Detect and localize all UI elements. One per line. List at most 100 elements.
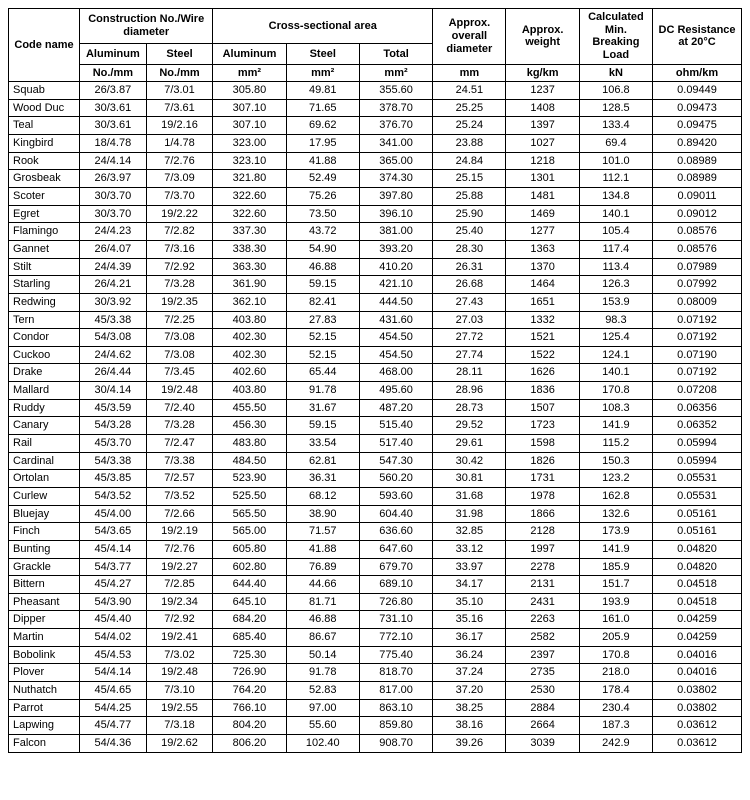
cell-dc-resistance: 0.04820	[653, 540, 742, 558]
cell-constr-st: 19/2.19	[146, 523, 213, 541]
cell-dc-resistance: 0.07192	[653, 329, 742, 347]
cell-dc-resistance: 0.03802	[653, 681, 742, 699]
cell-area-total: 487.20	[359, 399, 432, 417]
cell-code-name: Kingbird	[9, 135, 80, 153]
cell-constr-st: 7/3.09	[146, 170, 213, 188]
cell-area-total: 396.10	[359, 205, 432, 223]
unit-no-mm: No./mm	[80, 64, 147, 82]
cell-area-st: 27.83	[286, 311, 359, 329]
sub-aluminum: Aluminum	[80, 44, 147, 64]
cell-diameter: 23.88	[433, 135, 506, 153]
cell-constr-st: 7/3.02	[146, 646, 213, 664]
cell-diameter: 29.61	[433, 435, 506, 453]
cell-area-st: 17.95	[286, 135, 359, 153]
cell-area-st: 31.67	[286, 399, 359, 417]
cell-code-name: Drake	[9, 364, 80, 382]
cell-area-st: 54.90	[286, 240, 359, 258]
cell-area-al: 321.80	[213, 170, 286, 188]
cell-breaking-load: 108.3	[579, 399, 652, 417]
cell-constr-st: 19/2.27	[146, 558, 213, 576]
cell-code-name: Ruddy	[9, 399, 80, 417]
cell-constr-st: 7/2.92	[146, 258, 213, 276]
cell-weight: 1301	[506, 170, 579, 188]
cell-diameter: 26.68	[433, 276, 506, 294]
cell-constr-al: 24/4.14	[80, 152, 147, 170]
col-dc-resistance: DC Resistance at 20°C	[653, 9, 742, 65]
cell-constr-al: 26/4.07	[80, 240, 147, 258]
cell-dc-resistance: 0.09475	[653, 117, 742, 135]
cell-area-al: 403.80	[213, 382, 286, 400]
cell-breaking-load: 140.1	[579, 364, 652, 382]
cell-weight: 1836	[506, 382, 579, 400]
cell-dc-resistance: 0.04016	[653, 646, 742, 664]
cell-area-al: 806.20	[213, 734, 286, 752]
unit-kg-km: kg/km	[506, 64, 579, 82]
cell-diameter: 25.90	[433, 205, 506, 223]
cell-breaking-load: 141.9	[579, 417, 652, 435]
cell-weight: 1731	[506, 470, 579, 488]
cell-constr-st: 7/2.66	[146, 505, 213, 523]
cell-dc-resistance: 0.06356	[653, 399, 742, 417]
cell-weight: 1481	[506, 188, 579, 206]
cell-dc-resistance: 0.07992	[653, 276, 742, 294]
cell-area-st: 82.41	[286, 293, 359, 311]
cell-area-al: 565.50	[213, 505, 286, 523]
table-row: Parrot54/4.2519/2.55766.1097.00863.1038.…	[9, 699, 742, 717]
cell-weight: 2530	[506, 681, 579, 699]
cell-constr-al: 54/3.77	[80, 558, 147, 576]
cell-code-name: Parrot	[9, 699, 80, 717]
table-row: Lapwing45/4.777/3.18804.2055.60859.8038.…	[9, 717, 742, 735]
cell-dc-resistance: 0.07192	[653, 311, 742, 329]
cell-area-al: 338.30	[213, 240, 286, 258]
cell-area-al: 726.90	[213, 664, 286, 682]
cell-dc-resistance: 0.09473	[653, 99, 742, 117]
cell-constr-al: 30/3.61	[80, 99, 147, 117]
cell-constr-al: 54/4.02	[80, 629, 147, 647]
cell-diameter: 25.15	[433, 170, 506, 188]
cell-diameter: 31.98	[433, 505, 506, 523]
cell-breaking-load: 113.4	[579, 258, 652, 276]
cell-area-al: 455.50	[213, 399, 286, 417]
cell-constr-st: 7/3.70	[146, 188, 213, 206]
unit-ohm-km: ohm/km	[653, 64, 742, 82]
cell-constr-al: 24/4.62	[80, 346, 147, 364]
cell-constr-al: 45/4.65	[80, 681, 147, 699]
cell-dc-resistance: 0.08576	[653, 240, 742, 258]
cell-area-al: 804.20	[213, 717, 286, 735]
cell-dc-resistance: 0.07192	[653, 364, 742, 382]
col-breaking-load: Calculated Min. Breaking Load	[579, 9, 652, 65]
table-row: Cardinal54/3.387/3.38484.5062.81547.3030…	[9, 452, 742, 470]
cell-constr-al: 54/4.25	[80, 699, 147, 717]
table-row: Mallard30/4.1419/2.48403.8091.78495.6028…	[9, 382, 742, 400]
cell-weight: 1408	[506, 99, 579, 117]
cell-area-st: 76.89	[286, 558, 359, 576]
cell-area-st: 71.57	[286, 523, 359, 541]
cell-area-al: 402.30	[213, 346, 286, 364]
cell-constr-al: 45/4.14	[80, 540, 147, 558]
cell-breaking-load: 69.4	[579, 135, 652, 153]
col-overall-diameter: Approx. overall diameter	[433, 9, 506, 65]
table-row: Tern45/3.387/2.25403.8027.83431.6027.031…	[9, 311, 742, 329]
table-row: Kingbird18/4.781/4.78323.0017.95341.0023…	[9, 135, 742, 153]
cell-constr-st: 19/2.41	[146, 629, 213, 647]
cell-area-al: 602.80	[213, 558, 286, 576]
cell-area-st: 52.49	[286, 170, 359, 188]
cell-area-st: 38.90	[286, 505, 359, 523]
cell-code-name: Lapwing	[9, 717, 80, 735]
table-row: Cuckoo24/4.627/3.08402.3052.15454.5027.7…	[9, 346, 742, 364]
cell-code-name: Curlew	[9, 487, 80, 505]
cell-area-total: 378.70	[359, 99, 432, 117]
cell-constr-al: 30/4.14	[80, 382, 147, 400]
cell-area-st: 97.00	[286, 699, 359, 717]
cell-area-total: 468.00	[359, 364, 432, 382]
cell-dc-resistance: 0.07190	[653, 346, 742, 364]
col-weight: Approx. weight	[506, 9, 579, 65]
cell-breaking-load: 242.9	[579, 734, 652, 752]
cell-area-st: 91.78	[286, 664, 359, 682]
table-row: Bittern45/4.277/2.85644.4044.66689.1034.…	[9, 576, 742, 594]
cell-area-total: 818.70	[359, 664, 432, 682]
cell-constr-st: 19/2.62	[146, 734, 213, 752]
cell-area-al: 725.30	[213, 646, 286, 664]
cell-code-name: Ortolan	[9, 470, 80, 488]
table-row: Pheasant54/3.9019/2.34645.1081.71726.803…	[9, 593, 742, 611]
